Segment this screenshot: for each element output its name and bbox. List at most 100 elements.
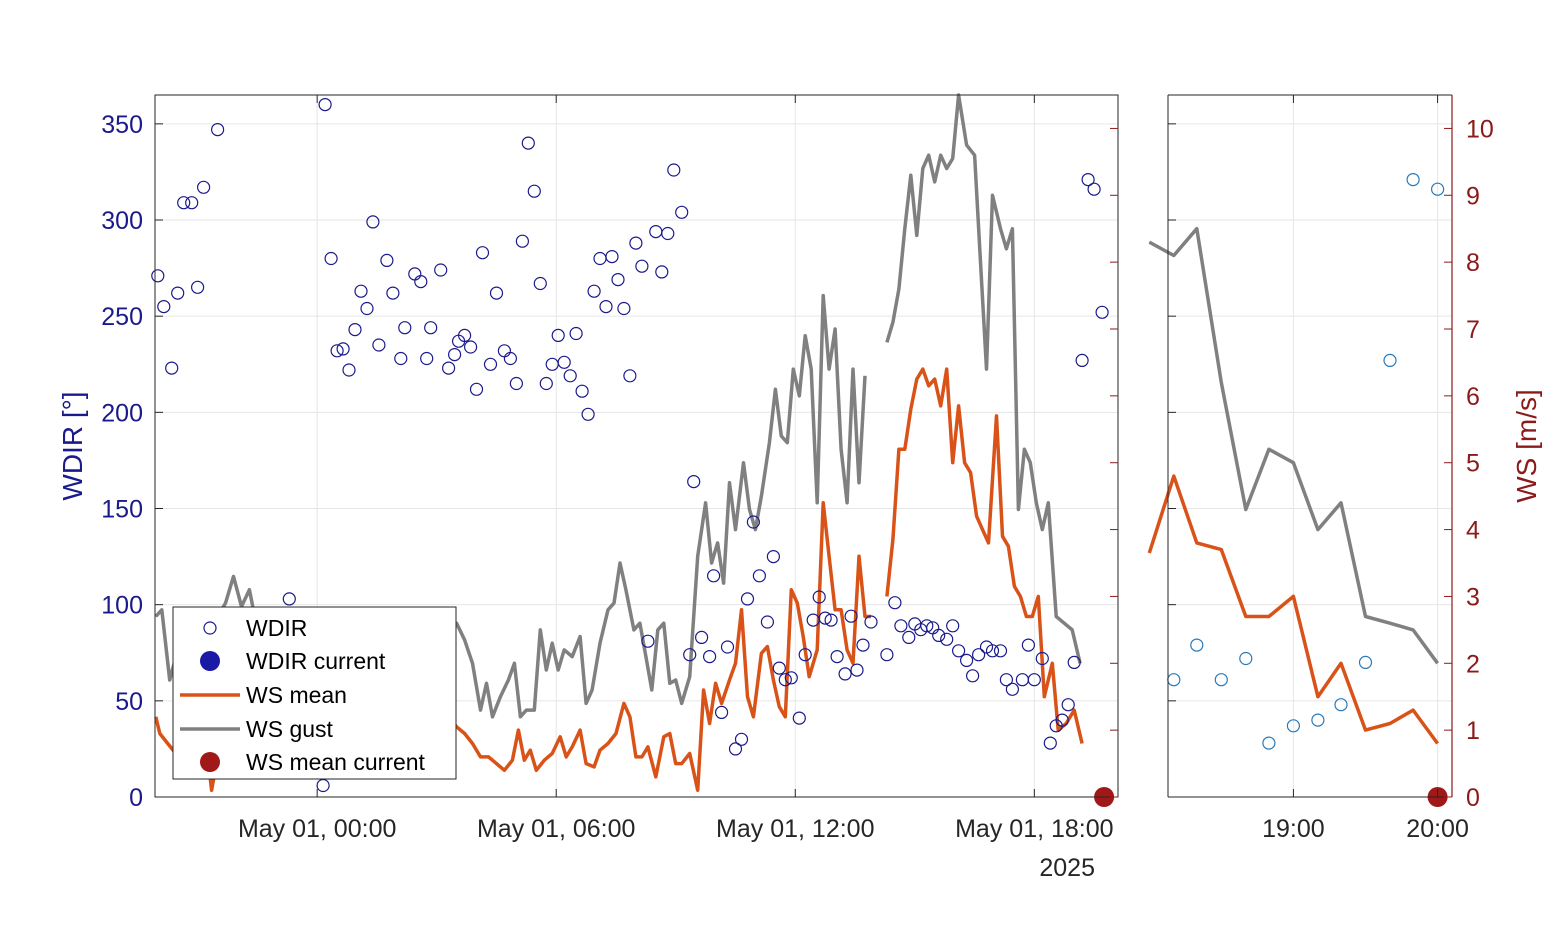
main-wdir-point-107 [940, 632, 954, 646]
main-wdir-point-70 [687, 475, 701, 489]
main-wdir-point-52 [575, 384, 589, 398]
main-right-tick-marks [1110, 127, 1118, 798]
main-wdir-point-38 [489, 286, 504, 300]
main-wdir-point-117 [1005, 682, 1020, 696]
main-wdir-point-92 [830, 649, 844, 664]
right-tick-label-4: 4 [1466, 517, 1480, 545]
main-wdir-point-9 [282, 592, 296, 606]
main-wdir-point-100 [894, 619, 908, 633]
main-xtick-label-1: May 01, 06:00 [477, 815, 635, 843]
main-wdir-point-50 [563, 369, 577, 383]
legend-box [172, 606, 457, 780]
main-wdir-point-108 [946, 619, 960, 633]
main-wdir-point-71 [694, 630, 709, 645]
zoom-wdir-point-8 [1358, 655, 1373, 670]
main-wdir-point-89 [812, 590, 826, 604]
main-wdir-point-56 [599, 300, 613, 314]
main-wdir-point-36 [475, 246, 490, 260]
zoom-wdir-point-7 [1334, 698, 1348, 712]
main-wdir-point-127 [1075, 353, 1089, 367]
main-wdir-point-121 [1035, 651, 1049, 666]
main-wdir-point-112 [971, 648, 986, 662]
main-wdir-point-59 [617, 301, 631, 316]
zoom-wdir-point-10 [1406, 173, 1420, 187]
main-wdir-point-60 [623, 369, 637, 383]
main-wdir-point-78 [740, 592, 755, 606]
main-wdir-point-1 [157, 300, 171, 314]
main-wdir-point-80 [752, 569, 767, 583]
zoom-wdir-point-2 [1214, 673, 1228, 687]
main-wdir-point-40 [503, 351, 517, 366]
main-wdir-point-61 [629, 236, 643, 250]
main-wdir-point-87 [798, 648, 812, 662]
legend-ws-gust-label: WS gust [246, 716, 334, 742]
main-x-axis-ticks: May 01, 00:00 May 01, 06:00 May 01, 12:00 M… [238, 95, 1114, 843]
main-wdir-point-26 [414, 275, 428, 289]
right-tick-label-1: 1 [1466, 717, 1480, 745]
main-wdir-point-95 [850, 663, 864, 677]
main-wdir-point-96 [856, 638, 870, 652]
legend-ws-mean-current-label: WS mean current [246, 749, 426, 775]
main-wdir-point-49 [557, 355, 571, 369]
main-wdir-point-63 [641, 634, 655, 648]
main-wdir-point-13 [330, 344, 344, 358]
zoom-panel: 0 1 2 3 4 5 6 7 8 9 10 19:00 20:00 WS [m/s] [1147, 94, 1542, 843]
main-wdir-point-82 [766, 549, 781, 564]
zoom-plot-area [1168, 95, 1452, 797]
year-label: 2025 [1039, 854, 1095, 882]
main-wdir-point-53 [581, 407, 595, 421]
main-wdir-point-58 [611, 273, 625, 287]
main-wdir-point-30 [442, 361, 456, 375]
main-ws-gust-segment-1 [885, 93, 1082, 664]
main-wdir-point-41 [509, 376, 524, 391]
zoom-wdir-point-9 [1383, 353, 1397, 367]
left-tick-label-2: 100 [101, 592, 143, 620]
main-wdir-point-120 [1027, 673, 1041, 687]
main-wdir-point-21 [380, 253, 394, 267]
main-wdir-point-3 [171, 286, 185, 300]
main-wdir-point-128 [1081, 173, 1095, 187]
zoom-wdir-point-5 [1286, 719, 1301, 733]
legend-ws-mean-label: WS mean [246, 682, 347, 708]
main-wdir-point-20 [372, 338, 386, 352]
main-wdir-point-115 [993, 644, 1008, 658]
left-tick-label-1: 50 [115, 688, 143, 716]
main-wdir-point-27 [420, 351, 434, 366]
main-wdir-point-2 [165, 361, 179, 375]
legend-wdir-current-marker [200, 651, 220, 671]
zoom-wdir-point-1 [1190, 638, 1204, 652]
main-xtick-label-0: May 01, 00:00 [238, 815, 396, 843]
right-tick-label-0: 0 [1466, 784, 1480, 812]
legend-wdir-marker [203, 621, 217, 635]
zoom-ws-gust-series [1148, 226, 1440, 665]
main-ws-mean-segment-1 [885, 367, 1084, 744]
main-plot-frame [154, 94, 1119, 798]
main-wdir-point-24 [398, 321, 412, 335]
main-wdir-point-83 [772, 661, 786, 675]
main-wdir-point-98 [880, 648, 894, 662]
right-tick-label-2: 2 [1466, 650, 1480, 678]
main-wdir-point-68 [675, 205, 689, 219]
main-wdir-point-37 [483, 357, 498, 371]
zoom-left-tick-marks [1168, 123, 1176, 798]
main-wdir-point-73 [706, 569, 721, 583]
main-wdir-point-7 [197, 180, 211, 194]
main-wdir-point-22 [386, 286, 400, 300]
main-wdir-point-33 [458, 328, 472, 342]
main-wdir-point-129 [1087, 182, 1101, 196]
main-wdir-point-18 [360, 301, 374, 316]
left-tick-label-5: 250 [101, 303, 143, 331]
main-wdir-point-114 [985, 644, 1000, 658]
legend-wdir-current-label: WDIR current [246, 648, 386, 674]
main-wdir-point-31 [448, 348, 462, 362]
main-wdir-point-16 [348, 323, 362, 337]
main-wdir-point-111 [965, 669, 980, 683]
main-wdir-point-106 [932, 628, 946, 643]
main-wdir-point-35 [469, 382, 484, 396]
right-tick-label-8: 8 [1466, 249, 1480, 277]
main-wdir-point-101 [902, 630, 916, 645]
left-tick-label-6: 300 [101, 207, 143, 235]
main-wdir-point-28 [424, 321, 438, 335]
main-wdir-point-126 [1067, 655, 1081, 670]
zoom-wdir-point-3 [1239, 651, 1253, 666]
